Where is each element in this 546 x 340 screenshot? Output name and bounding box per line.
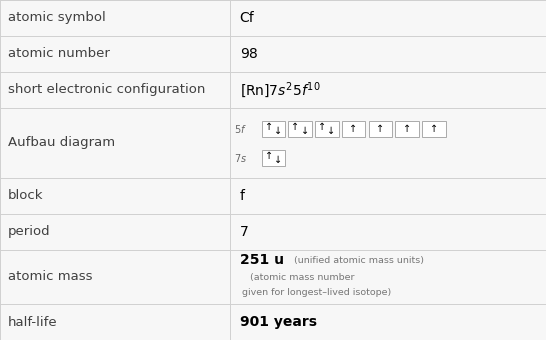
Text: 901 years: 901 years bbox=[240, 315, 317, 329]
Text: (atomic mass number: (atomic mass number bbox=[250, 273, 354, 283]
Text: $5f$: $5f$ bbox=[234, 123, 247, 135]
Text: short electronic configuration: short electronic configuration bbox=[8, 83, 205, 97]
Bar bbox=[342, 121, 365, 137]
Text: ↑: ↑ bbox=[264, 151, 272, 161]
Text: ↑: ↑ bbox=[376, 124, 384, 134]
Bar bbox=[422, 121, 446, 137]
Text: ↑: ↑ bbox=[264, 122, 272, 132]
Text: atomic symbol: atomic symbol bbox=[8, 12, 106, 24]
Text: ↓: ↓ bbox=[328, 126, 336, 136]
Bar bbox=[369, 121, 392, 137]
Text: half-life: half-life bbox=[8, 316, 58, 328]
Text: ↑: ↑ bbox=[430, 124, 438, 134]
Text: ↑: ↑ bbox=[403, 124, 411, 134]
Text: f: f bbox=[240, 189, 245, 203]
Bar bbox=[395, 121, 419, 137]
Text: Cf: Cf bbox=[240, 11, 254, 25]
Text: Aufbau diagram: Aufbau diagram bbox=[8, 136, 115, 149]
Bar bbox=[288, 121, 312, 137]
Text: block: block bbox=[8, 189, 44, 202]
Text: ↑: ↑ bbox=[349, 124, 358, 134]
Text: atomic number: atomic number bbox=[8, 48, 110, 61]
Text: (unified atomic mass units): (unified atomic mass units) bbox=[294, 256, 424, 265]
Text: ↓: ↓ bbox=[301, 126, 309, 136]
Text: ↑: ↑ bbox=[291, 122, 299, 132]
Text: $7s$: $7s$ bbox=[234, 152, 247, 164]
Bar bbox=[262, 121, 285, 137]
Text: 7: 7 bbox=[240, 225, 248, 239]
Bar bbox=[262, 150, 285, 166]
Text: 98: 98 bbox=[240, 47, 258, 61]
Text: period: period bbox=[8, 225, 51, 238]
Text: ↑: ↑ bbox=[318, 122, 326, 132]
Text: atomic mass: atomic mass bbox=[8, 270, 93, 283]
Text: given for longest–lived isotope): given for longest–lived isotope) bbox=[242, 288, 391, 296]
Text: 251 u: 251 u bbox=[240, 253, 284, 268]
Text: $\mathregular{[Rn]7}s^{\mathregular{2}}\mathregular{5}f^{\mathregular{10}}$: $\mathregular{[Rn]7}s^{\mathregular{2}}\… bbox=[240, 80, 321, 100]
Bar bbox=[315, 121, 339, 137]
Text: ↓: ↓ bbox=[274, 126, 282, 136]
Text: ↓: ↓ bbox=[274, 155, 282, 165]
